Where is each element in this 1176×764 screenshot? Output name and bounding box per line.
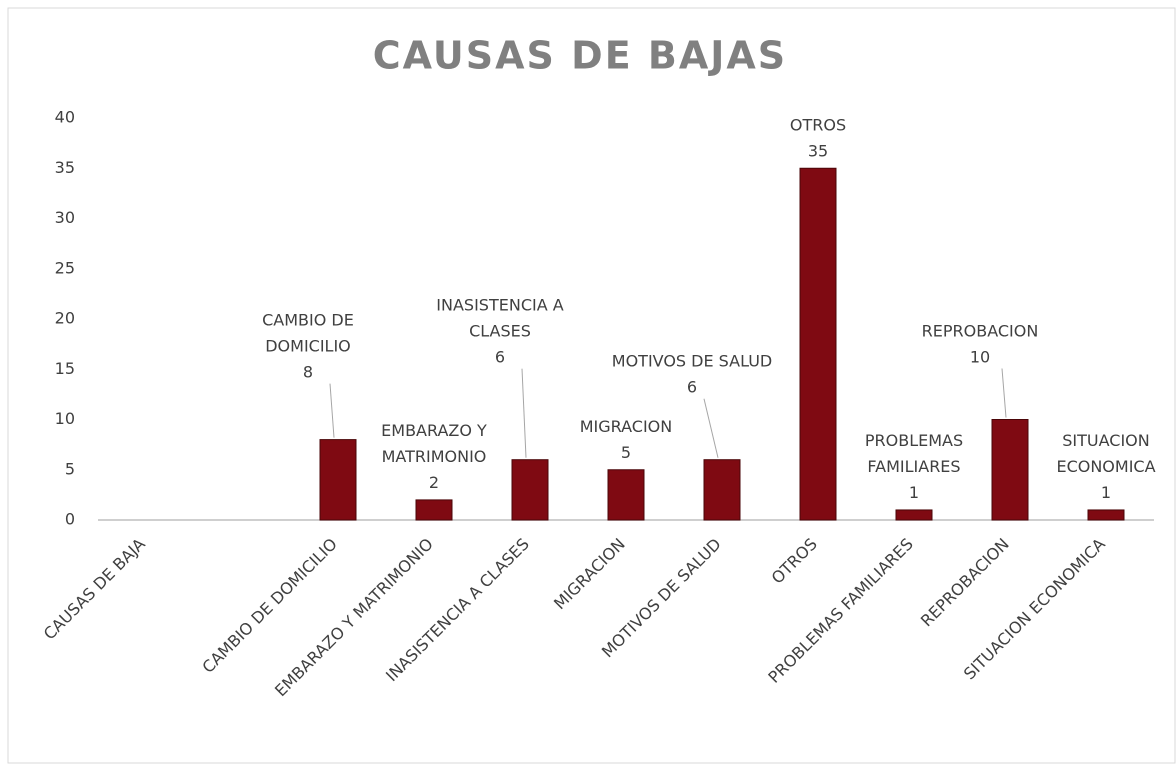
y-tick-label: 20 bbox=[55, 309, 75, 328]
label-line: PROBLEMAS bbox=[865, 431, 963, 450]
y-tick-label: 35 bbox=[55, 158, 75, 177]
label-line: OTROS bbox=[790, 115, 846, 134]
label-line: CLASES bbox=[469, 322, 531, 341]
data-label-category: MOTIVOS DE SALUD bbox=[612, 352, 772, 371]
y-tick-label: 15 bbox=[55, 359, 75, 378]
data-label-value: 6 bbox=[687, 378, 697, 397]
label-line: MATRIMONIO bbox=[382, 447, 487, 466]
bar bbox=[511, 459, 549, 521]
chart-title: CAUSAS DE BAJAS bbox=[373, 34, 787, 78]
label-line: REPROBACION bbox=[922, 322, 1039, 341]
leader-line bbox=[329, 383, 335, 438]
data-label-category: PROBLEMAS FAMILIARES bbox=[865, 431, 963, 476]
data-label-category: EMBARAZO Y MATRIMONIO bbox=[381, 421, 487, 466]
label-line: DOMICILIO bbox=[265, 337, 351, 356]
leader-line bbox=[703, 398, 719, 458]
data-label-value: 10 bbox=[970, 348, 990, 367]
data-label-value: 1 bbox=[909, 483, 919, 502]
data-label-value: 35 bbox=[808, 141, 828, 160]
data-label-value: 1 bbox=[1101, 483, 1111, 502]
y-tick-label: 10 bbox=[55, 409, 75, 428]
data-label-value: 2 bbox=[429, 473, 439, 492]
bar bbox=[895, 509, 933, 521]
bar bbox=[319, 439, 357, 521]
data-label-value: 5 bbox=[621, 443, 631, 462]
data-label-category: CAMBIO DE DOMICILIO bbox=[262, 311, 354, 356]
data-label-category: REPROBACION bbox=[922, 322, 1039, 341]
data-label-category: OTROS bbox=[790, 115, 846, 134]
leader-line bbox=[521, 368, 527, 458]
y-tick-label: 40 bbox=[55, 108, 75, 127]
data-label-category: MIGRACION bbox=[580, 417, 673, 436]
bar bbox=[607, 469, 645, 521]
bar bbox=[799, 167, 837, 521]
label-line: SITUACION bbox=[1062, 431, 1149, 450]
bar bbox=[991, 419, 1029, 521]
label-line: MIGRACION bbox=[580, 417, 673, 436]
data-label-value: 6 bbox=[495, 348, 505, 367]
data-label-category: INASISTENCIA A CLASES bbox=[436, 296, 563, 341]
label-line: CAMBIO DE bbox=[262, 311, 354, 330]
y-tick-label: 25 bbox=[55, 258, 75, 277]
y-tick-label: 30 bbox=[55, 208, 75, 227]
leader-line bbox=[1001, 368, 1007, 418]
data-label-category: SITUACION ECONOMICA bbox=[1056, 431, 1155, 476]
data-label-value: 8 bbox=[303, 363, 313, 382]
bar bbox=[1087, 509, 1125, 521]
label-line: EMBARAZO Y bbox=[381, 421, 487, 440]
label-line: MOTIVOS DE SALUD bbox=[612, 352, 772, 371]
bar bbox=[703, 459, 741, 521]
y-tick-label: 0 bbox=[65, 510, 75, 529]
bar bbox=[415, 499, 453, 521]
label-line: ECONOMICA bbox=[1056, 457, 1155, 476]
label-line: FAMILIARES bbox=[867, 457, 960, 476]
chart-border bbox=[7, 7, 1176, 764]
y-tick-label: 5 bbox=[65, 459, 75, 478]
label-line: INASISTENCIA A bbox=[436, 296, 563, 315]
